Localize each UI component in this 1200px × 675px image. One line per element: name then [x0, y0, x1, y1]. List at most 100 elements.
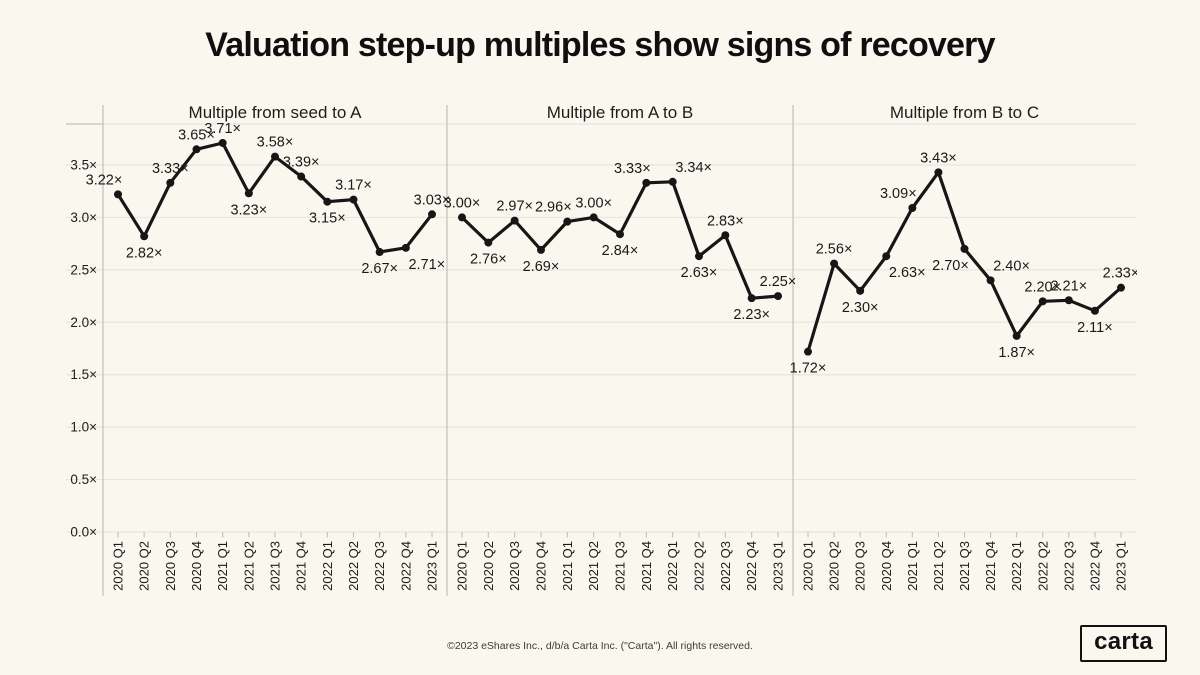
data-point-label: 2.23× — [733, 307, 770, 323]
x-axis-label: 2021 Q1 — [560, 541, 575, 591]
y-axis-label: 2.5× — [70, 262, 97, 277]
x-axis-label: 2022 Q2 — [692, 541, 707, 591]
x-axis-label: 2022 Q4 — [744, 541, 759, 591]
data-point-label: 3.58× — [257, 135, 294, 151]
data-point — [1012, 331, 1021, 340]
panel-title: Multiple from B to C — [890, 103, 1039, 122]
data-point-label: 3.39× — [283, 155, 320, 171]
x-axis-label: 2020 Q3 — [163, 541, 178, 591]
data-point-label: 2.21× — [1050, 278, 1087, 294]
x-axis-label: 2020 Q3 — [853, 541, 868, 591]
data-point — [830, 259, 839, 268]
data-point-label: 2.69× — [523, 259, 560, 275]
data-point-label: 2.56× — [816, 242, 853, 258]
x-axis-label: 2020 Q1 — [801, 541, 816, 591]
data-point — [589, 213, 598, 222]
chart-root: 0.0× 0.5× 1.0× 1.5× 2.0× 2.5× 3.0× 3.5× Multiple… — [66, 103, 1140, 596]
data-point-label: 2.25× — [760, 274, 797, 290]
data-point — [458, 213, 466, 222]
data-point-label: 2.76× — [470, 252, 507, 268]
x-axis-label: 2020 Q4 — [534, 541, 549, 591]
panel-title: Multiple from seed to A — [189, 103, 363, 122]
x-axis-label: 2020 Q2 — [481, 541, 496, 591]
data-point — [140, 232, 149, 241]
x-axis-label: 2020 Q1 — [111, 541, 126, 591]
data-point-label: 2.20× — [1024, 279, 1061, 295]
data-point-label: 3.71× — [204, 121, 241, 137]
x-axis-label: 2021 Q3 — [268, 541, 283, 591]
x-axis-label: 2021 Q1 — [215, 541, 230, 591]
x-axis-label: 2020 Q4 — [189, 541, 204, 591]
data-point — [1064, 296, 1073, 305]
x-axis-label: 2023 Q1 — [425, 541, 440, 591]
data-point — [642, 178, 651, 187]
data-point — [218, 138, 227, 147]
data-point — [297, 172, 306, 181]
data-point — [244, 189, 253, 198]
data-point — [375, 248, 384, 257]
data-point-label: 3.23× — [230, 202, 267, 218]
data-point-label: 3.03× — [414, 192, 451, 208]
data-point — [428, 210, 436, 219]
data-point-label: 1.72× — [790, 361, 827, 377]
data-point-label: 2.33× — [1103, 266, 1140, 282]
data-point-label: 3.33× — [152, 161, 189, 177]
data-point — [695, 252, 703, 261]
x-axis-label: 2021 Q2 — [931, 541, 946, 591]
carta-logo: carta — [1080, 625, 1167, 662]
data-point — [563, 217, 572, 226]
data-point — [484, 238, 493, 247]
y-axis-label: 1.5× — [70, 367, 97, 382]
y-axis-label: 0.5× — [70, 472, 97, 487]
data-point-label: 3.15× — [309, 211, 346, 227]
data-point-label: 2.82× — [126, 245, 163, 261]
x-axis-label: 2023 Q1 — [771, 541, 786, 591]
data-point-label: 3.22× — [86, 172, 123, 188]
data-point-label: 3.09× — [880, 186, 917, 202]
x-axis-label: 2022 Q1 — [665, 541, 680, 591]
data-point — [349, 195, 358, 204]
data-point — [747, 294, 756, 303]
x-axis-label: 2021 Q4 — [639, 541, 654, 591]
data-point-label: 2.70× — [932, 258, 969, 274]
data-point-label: 1.87× — [998, 345, 1035, 361]
chart-main-title: Valuation step-up multiples show signs o… — [205, 26, 995, 64]
data-point — [856, 286, 865, 295]
data-point — [271, 152, 279, 161]
carta-logo-text: carta — [1094, 628, 1153, 656]
x-axis-label: 2022 Q3 — [718, 541, 733, 591]
x-axis-label: 2021 Q3 — [957, 541, 972, 591]
x-axis-label: 2022 Q4 — [1087, 541, 1102, 591]
data-point — [1090, 306, 1099, 315]
x-axis-label: 2023 Q1 — [1114, 541, 1129, 591]
data-point-label: 3.34× — [675, 160, 712, 176]
y-axis-label: 1.0× — [70, 420, 97, 435]
y-axis-label: 2.0× — [70, 315, 97, 330]
data-point-label: 2.63× — [681, 265, 718, 281]
data-point-label: 2.67× — [361, 261, 398, 277]
data-point — [510, 216, 519, 225]
data-point — [1038, 297, 1047, 306]
data-point — [616, 230, 624, 239]
x-axis-label: 2020 Q2 — [137, 541, 152, 591]
panel-title: Multiple from A to B — [547, 103, 693, 122]
data-point-label: 2.97× — [496, 199, 533, 215]
data-point — [323, 197, 332, 206]
data-point-label: 2.11× — [1077, 320, 1113, 336]
x-axis-label: 2022 Q1 — [1009, 541, 1024, 591]
data-point — [986, 276, 995, 285]
data-point-label: 3.00× — [444, 195, 481, 211]
y-axis-label: 0.0× — [70, 525, 97, 540]
data-point-label: 2.96× — [535, 200, 572, 216]
data-point-label: 2.83× — [707, 213, 744, 229]
data-point-label: 3.00× — [575, 195, 612, 211]
data-point-label: 2.63× — [889, 265, 926, 281]
copyright-text: ©2023 eShares Inc., d/b/a Carta Inc. ("C… — [447, 640, 753, 652]
x-axis-label: 2021 Q1 — [905, 541, 920, 591]
data-point — [166, 178, 175, 187]
x-axis-label: 2022 Q3 — [372, 541, 387, 591]
x-axis-label: 2022 Q3 — [1061, 541, 1076, 591]
data-point — [721, 231, 730, 240]
data-point-label: 2.84× — [602, 243, 639, 259]
